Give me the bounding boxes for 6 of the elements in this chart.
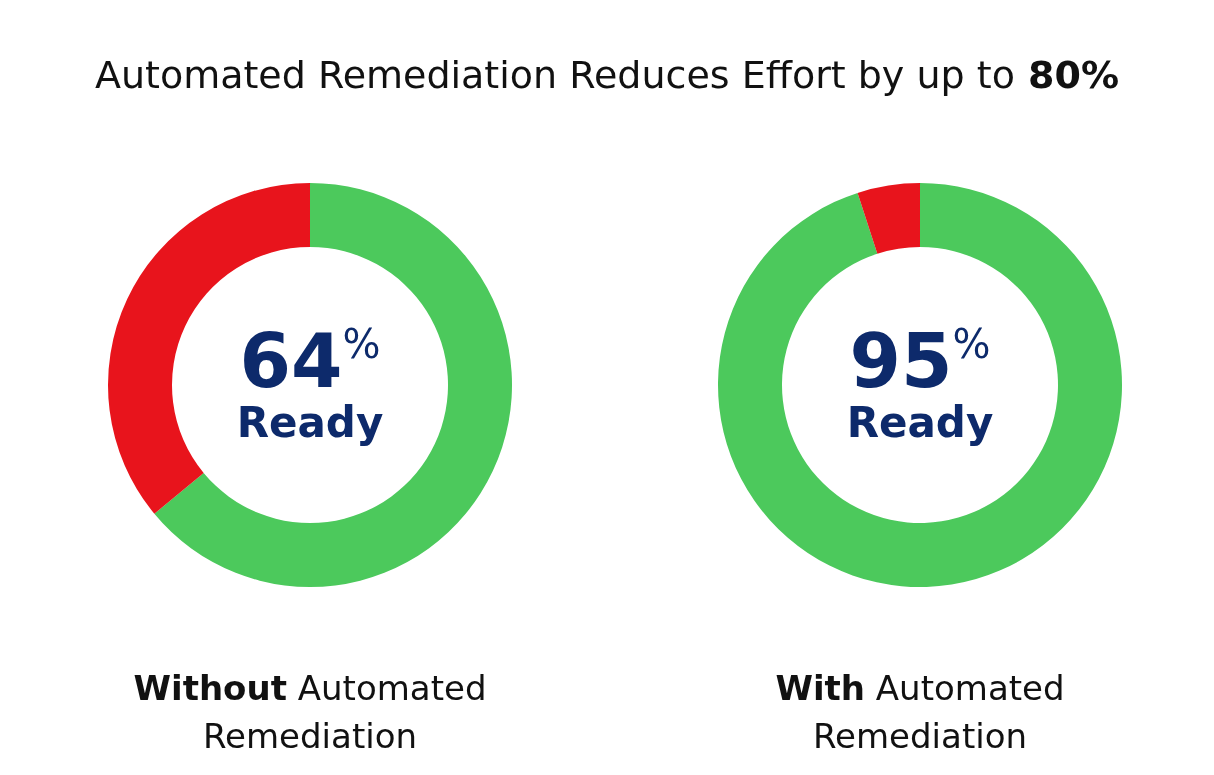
donut-slice xyxy=(718,183,1122,587)
donut-slice xyxy=(154,183,512,587)
text: Without Automated Remediation xyxy=(133,668,487,756)
text: With Automated Remediation xyxy=(775,668,1065,756)
donut-slice xyxy=(857,183,920,254)
text: Automated Remediation Reduces Effort by up to 80% xyxy=(94,53,1120,97)
